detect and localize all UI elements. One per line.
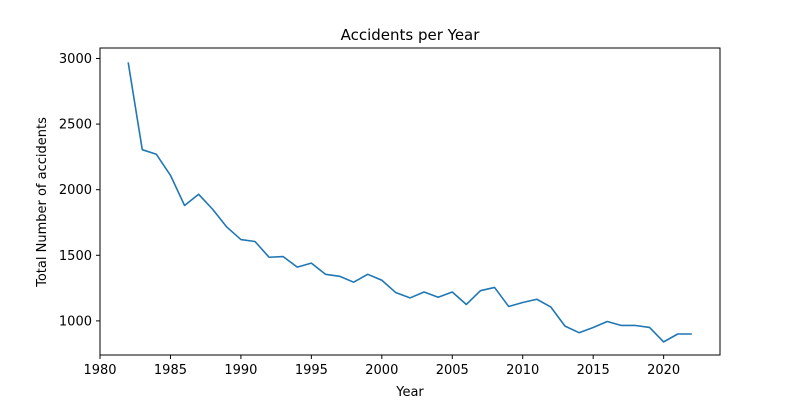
plot-area: 1980 1985 1990 1995 2000 2005 2010 2015 2020 1000…	[59, 47, 721, 378]
x-tick-label: 2010	[506, 363, 539, 378]
x-axis-label: Year	[395, 385, 424, 400]
x-tick-label: 2005	[436, 363, 469, 378]
plot-frame	[99, 47, 721, 356]
y-tick-label: 3000	[59, 52, 92, 67]
y-tick-label: 2500	[59, 118, 92, 133]
x-tick-label: 1980	[83, 363, 116, 378]
y-axis-label: Total Number of accidents	[35, 117, 50, 288]
x-tick-label: 1985	[154, 363, 187, 378]
x-tick-label: 2015	[577, 363, 610, 378]
x-tick-label: 2000	[365, 363, 398, 378]
series-line	[127, 62, 692, 343]
y-tick-label: 1000	[59, 314, 92, 329]
y-tick-label: 2000	[59, 183, 92, 198]
x-tick-label: 1990	[224, 363, 257, 378]
chart-title: Accidents per Year	[341, 26, 481, 44]
y-tick-label: 1500	[59, 249, 92, 264]
x-tick-label: 2020	[647, 363, 680, 378]
x-tick-label: 1995	[295, 363, 328, 378]
